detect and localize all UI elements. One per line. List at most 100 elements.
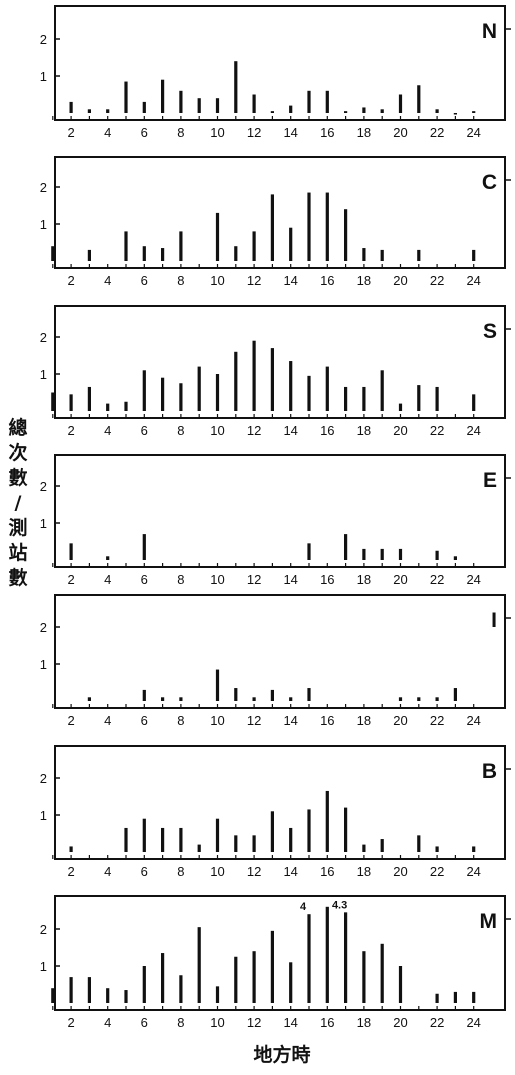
x-tick-label: 14 <box>283 713 297 728</box>
bar-C-14 <box>289 227 293 261</box>
x-tick-label: 20 <box>393 423 407 438</box>
bar-M-24 <box>472 991 476 1003</box>
bar-E-19 <box>380 548 384 560</box>
bar-N-6 <box>142 101 146 113</box>
x-tick-label: 18 <box>357 713 371 728</box>
x-tick-label: 8 <box>177 423 184 438</box>
bar-S-5 <box>124 401 128 411</box>
x-tick-label: 4 <box>104 1015 111 1030</box>
bar-N-24 <box>472 111 476 113</box>
y-tick-label: 2 <box>40 330 47 345</box>
x-tick-label: 20 <box>393 273 407 288</box>
bar-M-22 <box>435 993 439 1003</box>
y-axis-label-char: 數 <box>8 567 27 589</box>
x-tick-label: 16 <box>320 125 334 140</box>
panel-label: C <box>482 171 497 194</box>
panel-frame <box>54 594 506 709</box>
bar-S-18 <box>362 386 366 411</box>
bar-C-21 <box>417 249 421 261</box>
y-tick-label: 1 <box>40 516 47 531</box>
panel-label: E <box>483 469 497 492</box>
bar-N-5 <box>124 81 128 113</box>
bar-C-24 <box>472 249 476 261</box>
y-tick-label: 2 <box>40 620 47 635</box>
panel-frame <box>54 156 506 269</box>
x-tick-label: 14 <box>283 273 297 288</box>
y-axis-label-char: 總 <box>8 416 27 439</box>
x-tick-label: 2 <box>67 713 74 728</box>
bar-S-10 <box>215 374 220 411</box>
bar-M-9 <box>197 927 201 1003</box>
bar-S-2 <box>69 394 73 411</box>
x-tick-label: 16 <box>320 572 334 587</box>
bar-S-7 <box>161 377 165 411</box>
bar-S-24 <box>472 394 476 411</box>
bar-M-2 <box>69 977 73 1003</box>
bar-S-1 <box>51 392 55 411</box>
y-tick-label: 2 <box>40 32 47 47</box>
bar-N-17 <box>344 111 348 113</box>
x-tick-label: 16 <box>320 273 334 288</box>
bar-S-19 <box>380 370 384 411</box>
x-tick-label: 24 <box>466 572 480 587</box>
x-tick-label: 8 <box>177 1015 184 1030</box>
panel-label: S <box>483 320 497 343</box>
bar-C-10 <box>215 212 220 261</box>
x-tick-label: 12 <box>247 125 261 140</box>
bar-N-8 <box>179 90 183 113</box>
bar-C-19 <box>380 249 384 261</box>
x-tick-label: 12 <box>247 713 261 728</box>
bar-S-22 <box>435 386 439 411</box>
bar-E-4 <box>106 556 110 560</box>
x-tick-label: 22 <box>430 423 444 438</box>
x-tick-label: 10 <box>210 125 224 140</box>
bar-N-19 <box>380 109 384 113</box>
x-tick-label: 12 <box>247 572 261 587</box>
bar-N-15 <box>307 90 311 113</box>
bar-M-18 <box>362 951 366 1003</box>
y-tick-label: 1 <box>40 657 47 672</box>
bar-C-8 <box>179 231 183 261</box>
y-tick-label: 2 <box>40 479 47 494</box>
bar-C-13 <box>270 194 274 261</box>
bar-M-20 <box>398 966 403 1003</box>
x-tick-label: 6 <box>141 125 148 140</box>
x-tick-label: 6 <box>141 273 148 288</box>
x-tick-label: 12 <box>247 864 261 879</box>
bar-B-16 <box>325 790 329 852</box>
bar-M-17 <box>344 912 348 1003</box>
bar-B-2 <box>69 846 73 852</box>
bar-B-7 <box>161 827 165 852</box>
x-tick-label: 8 <box>177 273 184 288</box>
bar-N-2 <box>69 101 73 113</box>
bar-I-15 <box>307 688 311 701</box>
y-tick-label: 1 <box>40 367 47 382</box>
x-tick-label: 4 <box>104 572 111 587</box>
x-tick-label: 20 <box>393 1015 407 1030</box>
bar-S-21 <box>417 385 421 411</box>
x-tick-label: 24 <box>466 125 480 140</box>
x-tick-label: 2 <box>67 572 74 587</box>
y-axis-label-char: 測 <box>8 516 27 539</box>
x-tick-label: 8 <box>177 713 184 728</box>
x-tick-label: 18 <box>357 864 371 879</box>
bar-C-12 <box>252 231 256 261</box>
bar-I-7 <box>161 697 165 701</box>
bar-I-13 <box>270 689 274 701</box>
x-tick-label: 6 <box>141 713 148 728</box>
bar-N-11 <box>234 61 238 113</box>
x-tick-label: 2 <box>67 273 74 288</box>
bar-N-10 <box>215 98 220 113</box>
x-tick-label: 14 <box>283 864 297 879</box>
x-tick-label: 22 <box>430 864 444 879</box>
x-tick-label: 12 <box>247 423 261 438</box>
y-axis-label-char: 數 <box>8 467 27 489</box>
x-tick-label: 8 <box>177 864 184 879</box>
x-tick-label: 20 <box>393 864 407 879</box>
x-tick-label: 18 <box>357 125 371 140</box>
bar-N-14 <box>289 105 293 113</box>
x-tick-label: 18 <box>357 1015 371 1030</box>
